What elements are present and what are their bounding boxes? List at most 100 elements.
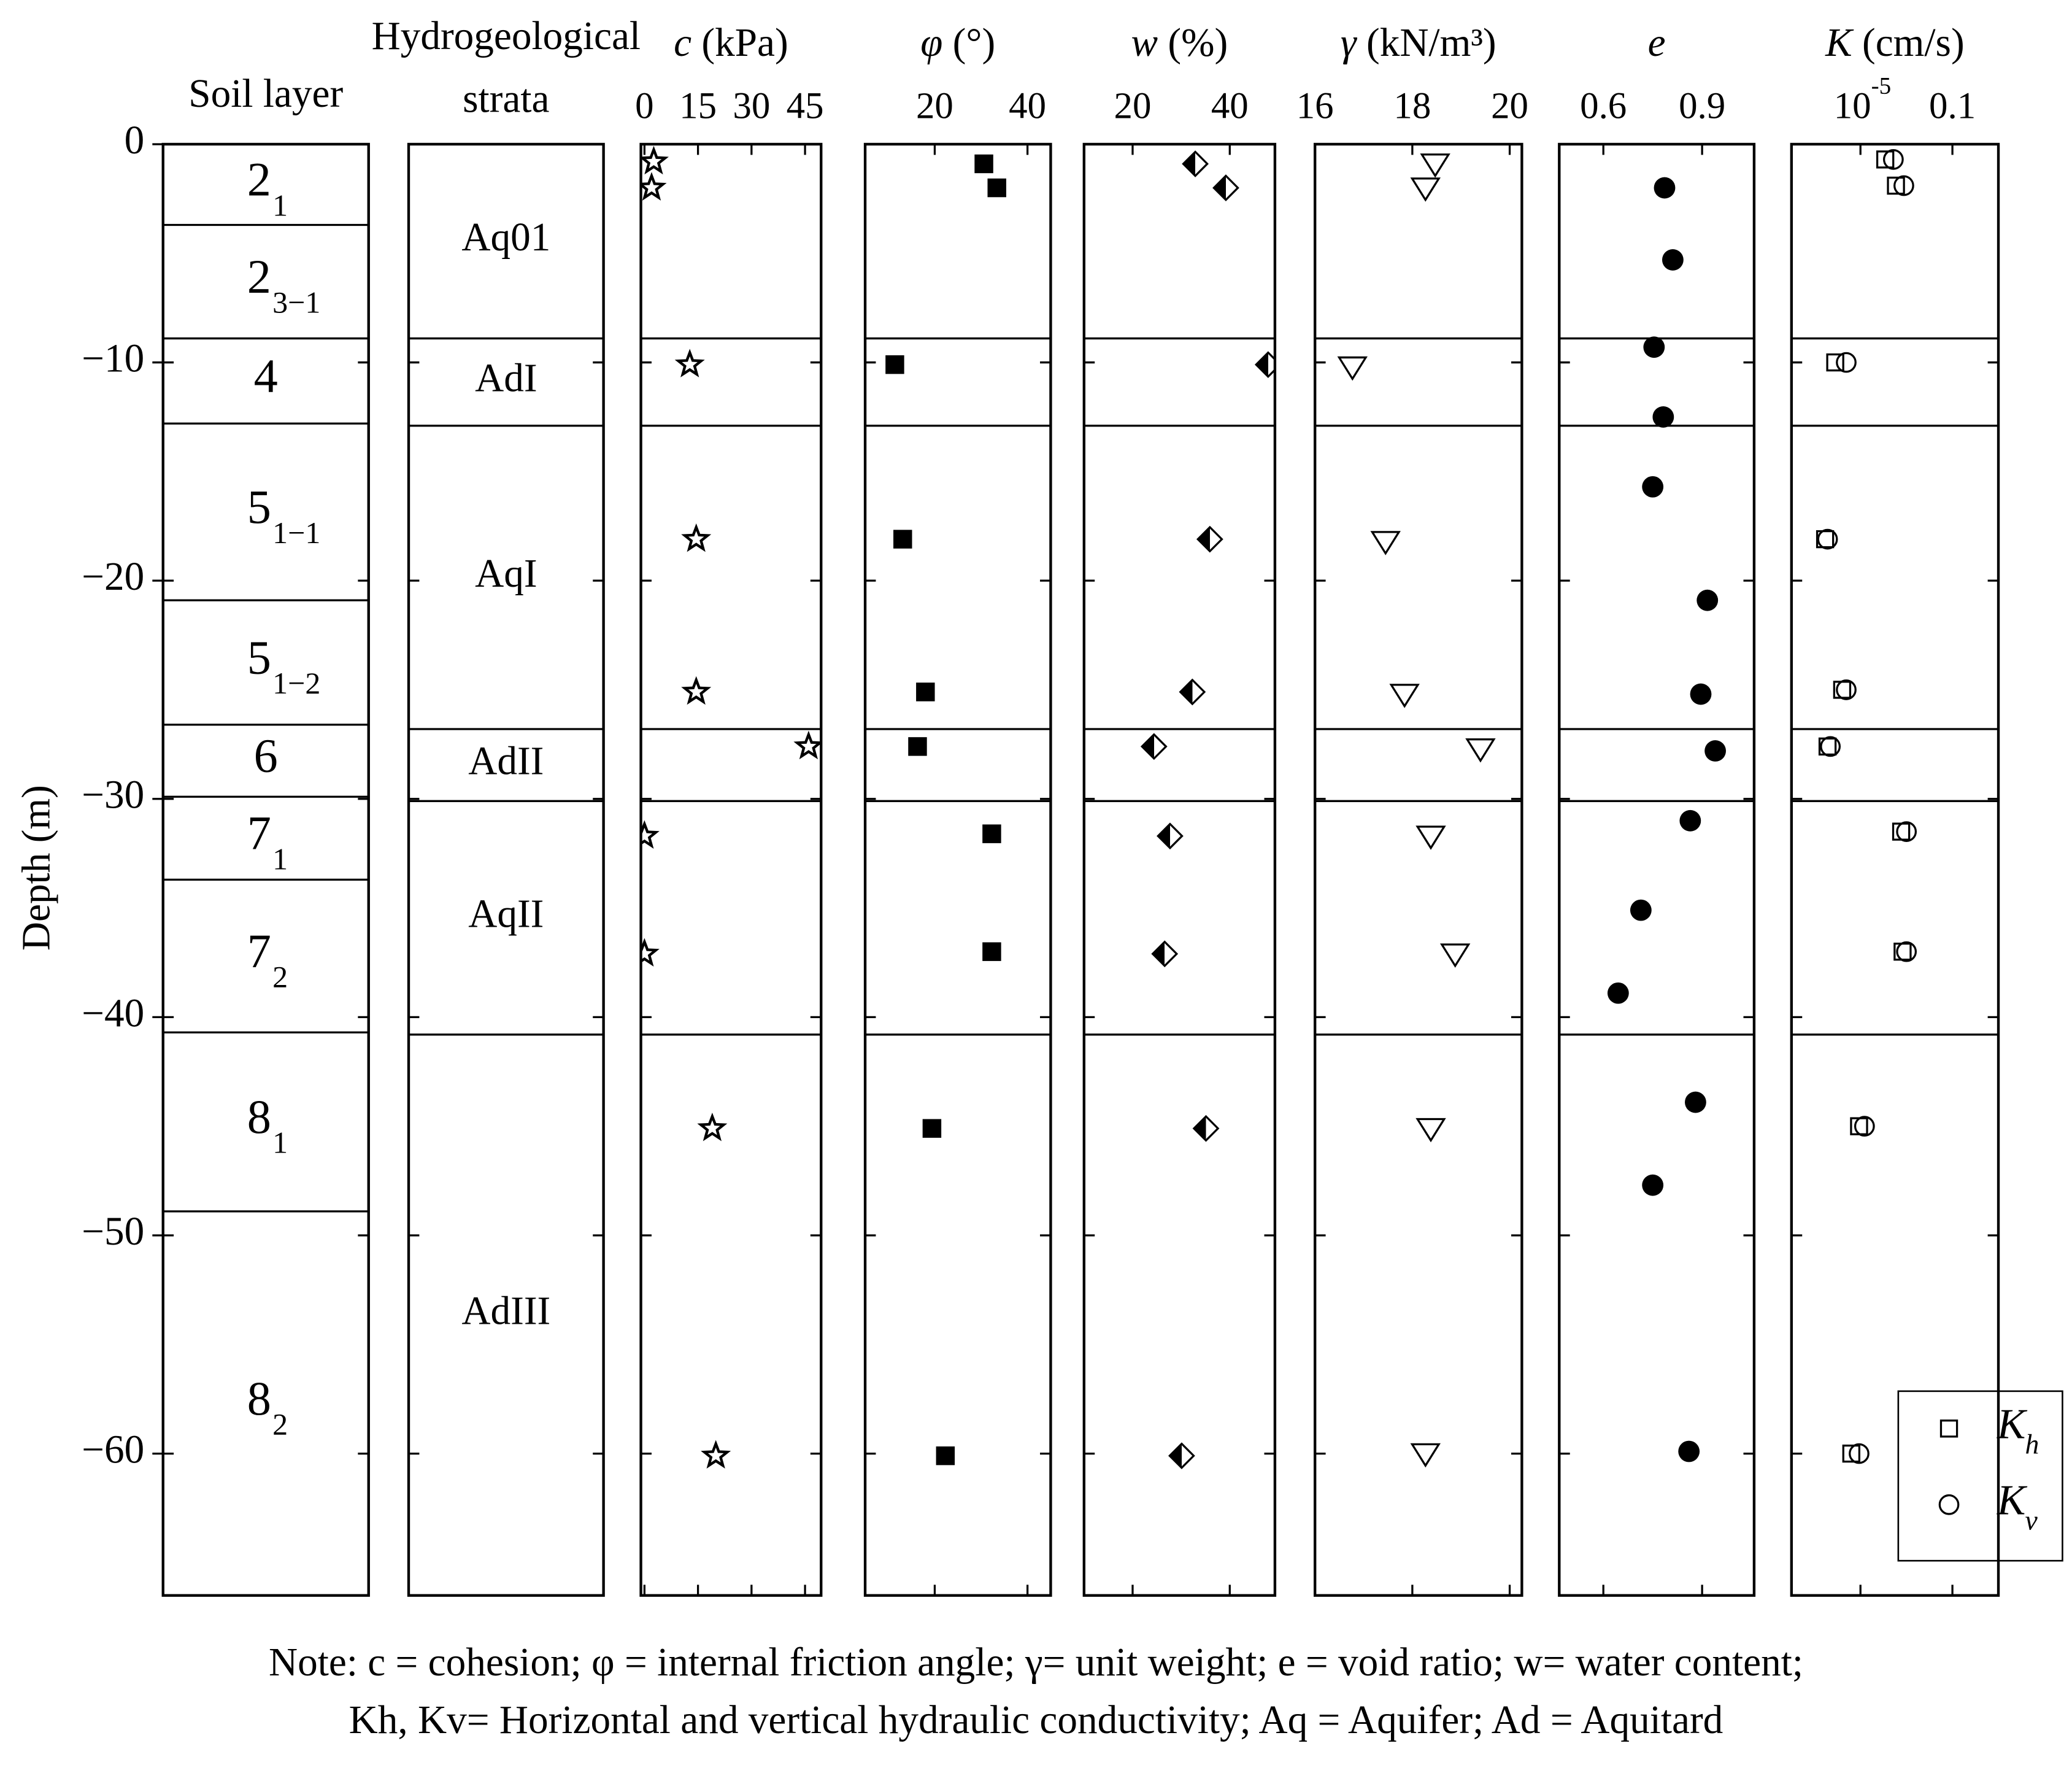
- x-axis-title: φ (°): [920, 21, 995, 65]
- x-tick-exponent: -5: [1871, 73, 1892, 99]
- point: [1212, 174, 1239, 201]
- point: [1893, 175, 1914, 196]
- point: [701, 1440, 731, 1469]
- point: [1662, 249, 1684, 271]
- point: [885, 355, 904, 374]
- x-tick-label: 30: [733, 85, 770, 126]
- point: [1643, 336, 1665, 358]
- point: [1389, 684, 1420, 708]
- x-axis-title: γ (kN/m³): [1341, 21, 1496, 65]
- legend-sub: v: [2025, 1505, 2038, 1536]
- x-axis-title: c (kPa): [674, 21, 788, 65]
- point: [1415, 1118, 1446, 1143]
- layer-label: Aq01: [461, 215, 550, 260]
- point: [1420, 153, 1450, 178]
- point: [1690, 683, 1712, 705]
- x-axis-title: w (%): [1131, 21, 1228, 65]
- point: [1179, 678, 1206, 706]
- layer-label: 7: [247, 806, 271, 860]
- y-tick-label: −50: [82, 1210, 144, 1254]
- point: [987, 178, 1006, 198]
- x-tick-label: 18: [1393, 85, 1431, 126]
- point: [1196, 525, 1223, 553]
- panel-frame: [1314, 142, 1523, 1597]
- point: [1182, 150, 1209, 177]
- layer-sub: 1−1: [272, 516, 320, 550]
- x-tick-label: 20: [1114, 85, 1152, 126]
- x-tick-label: 15: [679, 85, 717, 126]
- point: [681, 676, 712, 705]
- point: [974, 154, 993, 174]
- point: [1192, 1114, 1220, 1142]
- layer-sub: 2: [272, 1407, 288, 1441]
- point: [1882, 149, 1904, 170]
- point: [1415, 825, 1446, 850]
- panel-frame: [863, 142, 1052, 1597]
- note-line: Kh, Kv= Horizontal and vertical hydrauli…: [349, 1698, 1723, 1742]
- point: [1836, 679, 1857, 700]
- layer-label: 2: [247, 153, 271, 206]
- layer-label: 5: [247, 630, 271, 684]
- panel-frame: [407, 142, 605, 1597]
- panel-title: Soil layer: [188, 72, 343, 116]
- panel-frame: [639, 142, 823, 1597]
- panel-frame: [1082, 142, 1277, 1597]
- point: [793, 730, 822, 760]
- panel-frame: [1558, 142, 1756, 1597]
- point: [1678, 1440, 1700, 1462]
- panel-title: strata: [463, 77, 549, 121]
- x-tick-label: 16: [1296, 85, 1334, 126]
- point: [1168, 1442, 1195, 1470]
- layer-label: 7: [247, 924, 271, 978]
- legend-marker: [1939, 1419, 1958, 1438]
- point: [1654, 177, 1676, 199]
- point: [1896, 821, 1917, 842]
- layer-label: 6: [254, 729, 278, 782]
- y-tick-label: −30: [82, 773, 144, 817]
- point: [982, 824, 1001, 843]
- point: [1151, 940, 1179, 968]
- point: [641, 938, 660, 967]
- point: [1254, 351, 1275, 378]
- layer-label: 4: [254, 349, 278, 403]
- point: [1439, 943, 1471, 968]
- layer-label: AqII: [468, 892, 544, 937]
- legend-label: K: [1997, 1401, 2028, 1448]
- point: [1892, 822, 1911, 841]
- layer-label: AdII: [468, 740, 544, 784]
- x-tick-label: 40: [1211, 85, 1249, 126]
- x-tick-label: 45: [787, 85, 824, 126]
- y-tick-label: −60: [82, 1428, 144, 1472]
- layer-label: 5: [247, 480, 271, 533]
- y-tick-label: −10: [82, 337, 144, 381]
- point: [1410, 1443, 1441, 1468]
- points: [1607, 177, 1727, 1462]
- point: [641, 145, 669, 175]
- point: [908, 737, 927, 756]
- points: [1140, 150, 1275, 1470]
- panel-frame: [1790, 142, 2000, 1597]
- layer-sub: 1: [272, 1126, 288, 1160]
- point: [1696, 589, 1719, 611]
- x-tick-label: 0.1: [1929, 85, 1976, 126]
- y-tick-label: 0: [125, 118, 145, 163]
- legend-label: K: [1997, 1477, 2028, 1524]
- layer-sub: 1: [272, 841, 288, 876]
- point: [681, 523, 712, 552]
- point: [893, 530, 912, 549]
- y-tick-label: −40: [82, 991, 144, 1035]
- point: [1849, 1443, 1870, 1464]
- legend-sub: h: [2025, 1429, 2039, 1460]
- point: [1642, 1174, 1664, 1196]
- points: [1337, 153, 1496, 1468]
- point: [916, 682, 935, 701]
- point: [982, 942, 1001, 961]
- point: [1842, 1444, 1861, 1463]
- point: [1826, 353, 1844, 372]
- points: [885, 154, 1006, 1466]
- point: [1465, 738, 1496, 763]
- point: [1370, 531, 1401, 555]
- x-tick-label: 0: [635, 85, 653, 126]
